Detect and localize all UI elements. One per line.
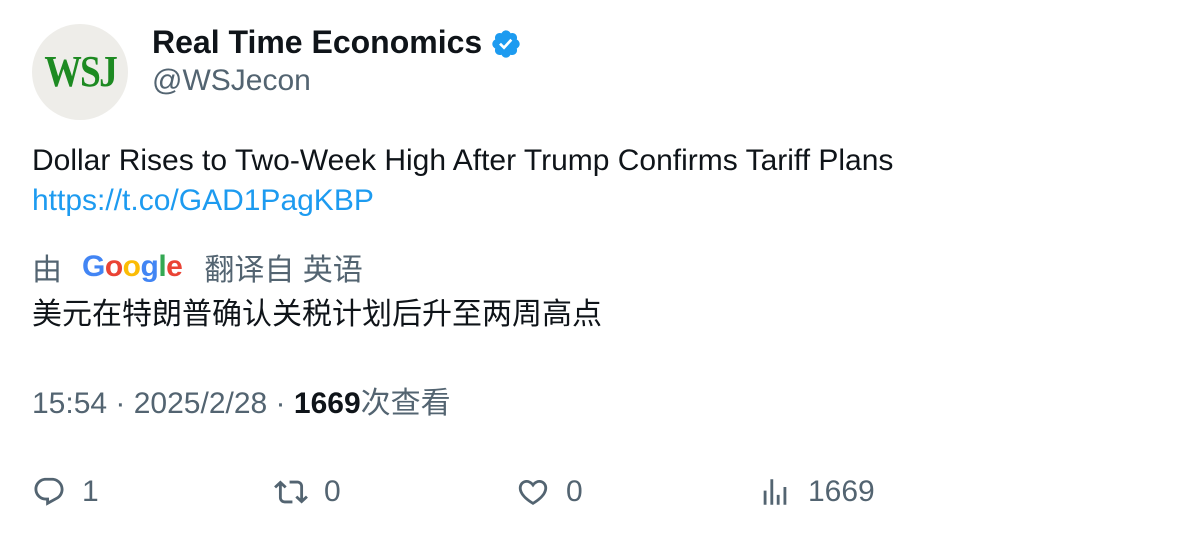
google-logo[interactable]: Google [82,250,183,284]
translation-suffix: 翻译自 英语 [204,254,363,287]
avatar[interactable]: WSJ [32,24,128,120]
views-chart-icon [763,479,787,505]
google-logo-letter: l [158,250,167,283]
heart-icon [518,479,548,505]
views-action-count: 1669 [808,475,875,508]
google-logo-letter: e [166,250,183,283]
display-name[interactable]: Real Time Economics [152,24,483,60]
user-handle[interactable]: @WSJecon [152,64,311,97]
reply-button[interactable]: 1 [32,470,99,514]
views-button[interactable]: 1669 [758,470,875,514]
views-count: 1669 [293,387,361,420]
translation-attribution: 由 Google 翻译自 英语 [32,246,363,288]
translated-tweet-text: 美元在特朗普确认关税计划后升至两周高点 [32,298,602,331]
reply-icon [34,477,64,506]
retweet-icon [274,480,308,504]
tweet-link[interactable]: https://t.co/GAD1PagKBP [32,184,374,217]
views-label: 次查看 [360,387,451,420]
avatar-logo-text: WSJ [44,47,118,96]
retweet-count: 0 [324,475,341,508]
verified-badge-icon [492,30,520,58]
tweet-meta: 15:54 · 2025/2/28 · 1669次查看 [32,384,451,424]
google-logo-letter: o [122,250,141,283]
translation-prefix: 由 [32,254,62,287]
meta-separator: · [267,387,294,420]
tweet-text: Dollar Rises to Two-Week High After Trum… [32,144,894,177]
google-logo-letter: o [104,250,123,283]
meta-separator: · [107,387,134,420]
like-button[interactable]: 0 [516,470,583,514]
tweet-date[interactable]: 2025/2/28 [133,387,268,420]
like-count: 0 [566,475,583,508]
retweet-button[interactable]: 0 [274,470,341,514]
google-logo-letter: G [82,250,105,283]
tweet-time[interactable]: 15:54 [32,387,108,420]
reply-count: 1 [82,475,99,508]
google-logo-letter: g [140,250,159,283]
